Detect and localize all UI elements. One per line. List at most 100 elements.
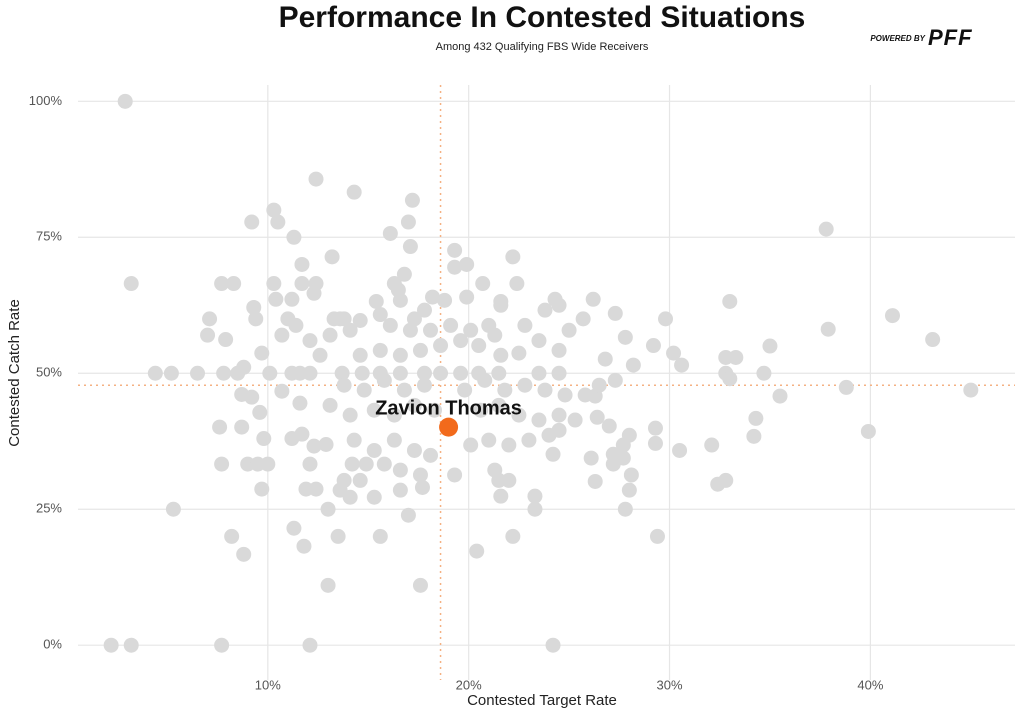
point	[497, 382, 513, 398]
point	[531, 333, 547, 349]
point	[270, 214, 286, 230]
highlight-point	[439, 417, 459, 437]
y-tick-label: 25%	[36, 501, 62, 516]
point	[214, 276, 230, 292]
point	[324, 249, 340, 265]
point	[963, 382, 979, 398]
point	[561, 322, 577, 338]
point	[551, 365, 567, 381]
x-axis-label: Contested Target Rate	[467, 692, 617, 709]
point	[511, 345, 527, 361]
point	[527, 488, 543, 504]
point	[416, 377, 432, 393]
point	[346, 432, 362, 448]
point	[433, 365, 449, 381]
point	[423, 447, 439, 463]
point	[645, 338, 661, 354]
point	[392, 482, 408, 498]
point	[322, 397, 338, 413]
x-tick-label: 20%	[456, 677, 482, 692]
point	[248, 311, 264, 327]
point	[366, 402, 382, 418]
point	[473, 402, 489, 418]
point	[447, 467, 463, 483]
point	[330, 528, 346, 544]
point	[372, 528, 388, 544]
point	[392, 347, 408, 363]
point	[392, 365, 408, 381]
point	[274, 383, 290, 399]
point	[218, 332, 234, 348]
point	[334, 365, 350, 381]
point	[308, 481, 324, 497]
y-tick-label: 100%	[29, 93, 63, 108]
point	[412, 577, 428, 593]
point	[615, 450, 631, 466]
point	[244, 214, 260, 230]
x-tick-label: 30%	[657, 677, 683, 692]
point	[551, 422, 567, 438]
point	[617, 501, 633, 517]
point	[453, 365, 469, 381]
y-axis-label: Contested Catch Rate	[6, 299, 23, 447]
point	[262, 365, 278, 381]
point	[838, 379, 854, 395]
point	[224, 528, 240, 544]
point	[352, 347, 368, 363]
y-tick-label: 75%	[36, 229, 62, 244]
point	[412, 342, 428, 358]
point	[601, 418, 617, 434]
point	[453, 333, 469, 349]
point	[260, 456, 276, 472]
point	[577, 387, 593, 403]
point	[621, 482, 637, 498]
point	[585, 291, 601, 307]
point	[427, 402, 443, 418]
point	[342, 322, 358, 338]
point	[406, 311, 422, 327]
point	[416, 302, 432, 318]
point	[491, 397, 507, 413]
point	[557, 387, 573, 403]
point	[718, 472, 734, 488]
point	[517, 377, 533, 393]
x-tick-label: 40%	[857, 677, 883, 692]
point	[527, 501, 543, 517]
brand-logo: PFF	[928, 25, 973, 50]
point	[200, 327, 216, 343]
point	[748, 410, 764, 426]
point	[471, 338, 487, 354]
point	[346, 184, 362, 200]
point	[214, 456, 230, 472]
point	[376, 372, 392, 388]
point	[818, 221, 834, 237]
point	[256, 431, 272, 447]
point	[481, 432, 497, 448]
point	[617, 329, 633, 345]
point	[190, 365, 206, 381]
point	[722, 293, 738, 309]
point	[214, 637, 230, 653]
point	[718, 349, 734, 365]
point	[366, 489, 382, 505]
point	[505, 528, 521, 544]
y-tick-label: 50%	[36, 365, 62, 380]
point	[296, 538, 312, 554]
point	[762, 338, 778, 354]
point	[230, 365, 246, 381]
point	[163, 365, 179, 381]
point	[326, 311, 342, 327]
point	[649, 528, 665, 544]
point	[344, 456, 360, 472]
point	[531, 412, 547, 428]
point	[147, 365, 163, 381]
point	[368, 293, 384, 309]
point	[234, 386, 250, 402]
chart-subtitle: Among 432 Qualifying FBS Wide Receivers	[436, 41, 649, 53]
point	[382, 317, 398, 333]
point	[414, 479, 430, 495]
point	[459, 289, 475, 305]
point	[216, 365, 232, 381]
point	[386, 407, 402, 423]
